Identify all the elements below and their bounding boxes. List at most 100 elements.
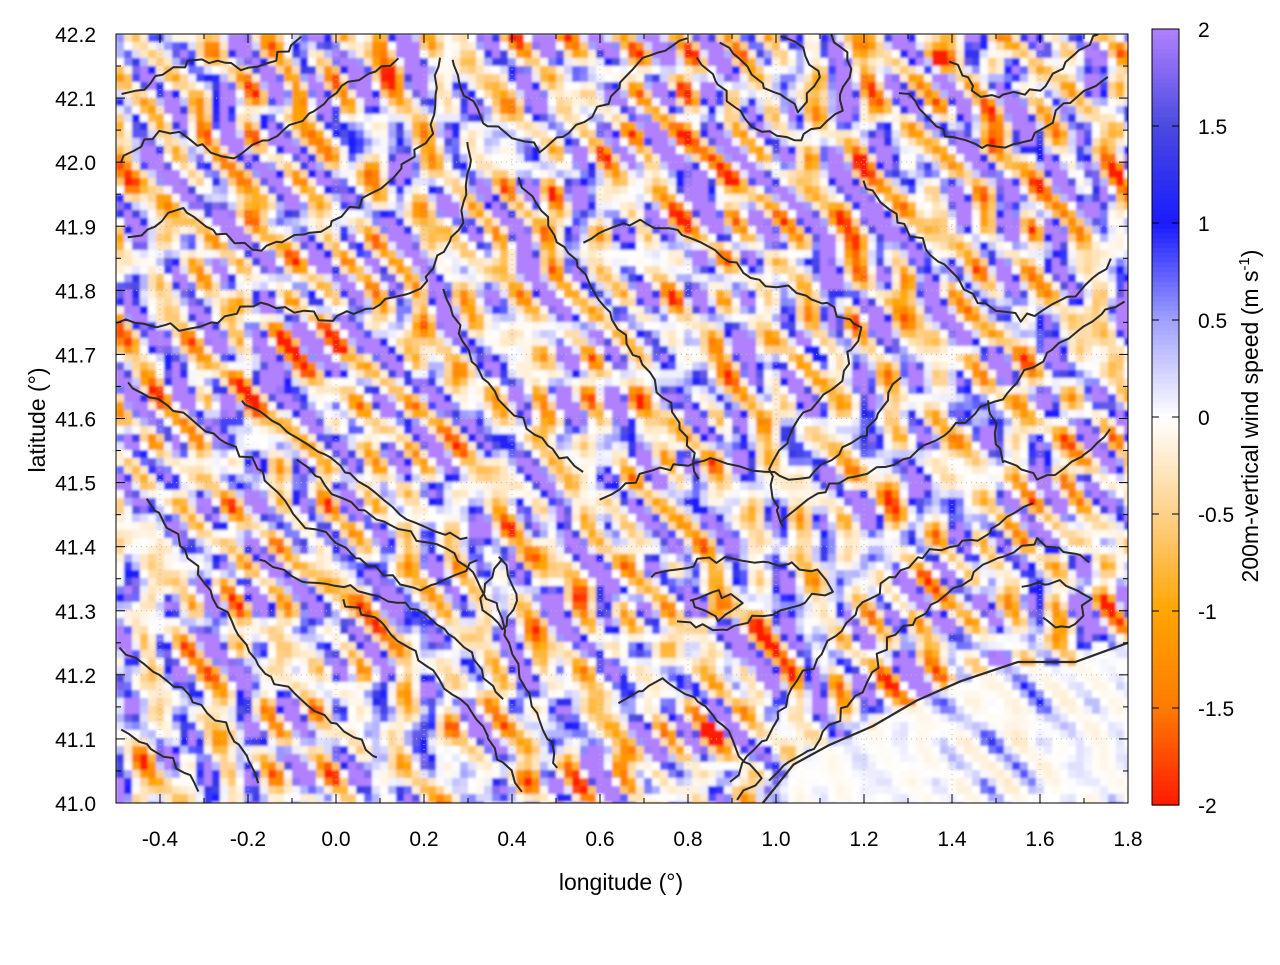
colorbar-swatch: [1152, 577, 1179, 583]
colorbar-swatch: [1152, 267, 1179, 273]
colorbar-swatch: [1152, 795, 1179, 801]
colorbar-swatch: [1152, 441, 1179, 447]
colorbar-swatch: [1152, 145, 1179, 151]
colorbar-swatch: [1152, 422, 1179, 428]
colorbar-swatch: [1152, 655, 1179, 661]
colorbar-swatch: [1152, 456, 1179, 462]
colorbar-swatch: [1152, 281, 1179, 287]
colorbar-swatch: [1152, 436, 1179, 442]
colorbar-swatch: [1152, 407, 1179, 413]
colorbar-swatch: [1152, 621, 1179, 627]
x-tick-label: 0.2: [409, 828, 438, 851]
colorbar-swatch: [1152, 208, 1179, 214]
colorbar-swatch: [1152, 369, 1179, 375]
colorbar-swatch: [1152, 524, 1179, 530]
colorbar-swatch: [1152, 238, 1179, 244]
colorbar-swatch: [1152, 92, 1179, 98]
x-axis-label: longitude (°): [559, 869, 683, 895]
colorbar-swatch: [1152, 674, 1179, 680]
y-tick-label: 41.6: [55, 409, 96, 432]
colorbar-swatch: [1152, 718, 1179, 724]
colorbar-swatch: [1152, 155, 1179, 161]
colorbar-swatch: [1152, 572, 1179, 578]
colorbar-swatch: [1152, 330, 1179, 336]
colorbar-swatch: [1152, 126, 1179, 132]
colorbar-swatch: [1152, 320, 1179, 326]
colorbar-swatch: [1152, 790, 1179, 796]
colorbar-swatch: [1152, 373, 1179, 379]
colorbar-swatch: [1152, 713, 1179, 719]
colorbar-tick-label: -0.5: [1198, 504, 1234, 527]
colorbar-swatch: [1152, 553, 1179, 559]
colorbar-swatch: [1152, 63, 1179, 69]
colorbar-swatch: [1152, 761, 1179, 767]
colorbar-swatch: [1152, 53, 1179, 59]
colorbar-swatch: [1152, 364, 1179, 370]
colorbar-swatch: [1152, 68, 1179, 74]
colorbar-swatch: [1152, 136, 1179, 142]
colorbar-swatch: [1152, 480, 1179, 486]
colorbar-swatch: [1152, 499, 1179, 505]
colorbar-swatch: [1152, 732, 1179, 738]
colorbar-swatch: [1152, 296, 1179, 302]
colorbar-swatch: [1152, 640, 1179, 646]
colorbar-swatch: [1152, 170, 1179, 176]
x-tick-label: 1.4: [937, 828, 967, 851]
colorbar-swatch: [1152, 495, 1179, 501]
colorbar-swatch: [1152, 727, 1179, 733]
colorbar-swatch: [1152, 344, 1179, 350]
x-tick-label: -0.2: [230, 828, 266, 851]
colorbar-swatch: [1152, 679, 1179, 685]
colorbar-swatch: [1152, 771, 1179, 777]
colorbar-swatch: [1152, 543, 1179, 549]
colorbar-swatch: [1152, 742, 1179, 748]
heatmap-field: [116, 34, 1133, 811]
colorbar-swatch: [1152, 698, 1179, 704]
colorbar-tick-label: 1.5: [1198, 116, 1227, 139]
colorbar-swatch: [1152, 78, 1179, 84]
colorbar-swatch: [1152, 58, 1179, 64]
colorbar-swatch: [1152, 184, 1179, 190]
colorbar-tick-label: 0: [1198, 407, 1210, 430]
colorbar-swatch: [1152, 635, 1179, 641]
heatmap-cells: [116, 34, 1133, 811]
colorbar-swatch: [1152, 630, 1179, 636]
colorbar-swatch: [1152, 194, 1179, 200]
y-tick-label: 41.3: [55, 601, 96, 624]
colorbar-swatch: [1152, 339, 1179, 345]
colorbar-tick-label: -2: [1198, 795, 1217, 818]
colorbar-swatch: [1152, 262, 1179, 268]
colorbar-swatch: [1152, 199, 1179, 205]
colorbar-swatch: [1152, 378, 1179, 384]
colorbar-swatch: [1152, 533, 1179, 539]
y-tick-label: 41.4: [55, 537, 96, 560]
colorbar-swatch: [1152, 470, 1179, 476]
x-tick-label: 0.4: [497, 828, 527, 851]
y-tick-label: 41.7: [55, 344, 96, 367]
colorbar-swatch: [1152, 286, 1179, 292]
colorbar-swatch: [1152, 504, 1179, 510]
colorbar-swatch: [1152, 737, 1179, 743]
colorbar-swatch: [1152, 747, 1179, 753]
colorbar-swatch: [1152, 39, 1179, 45]
y-tick-label: 42.0: [55, 152, 96, 175]
colorbar-swatch: [1152, 34, 1179, 40]
y-tick-label: 42.2: [55, 24, 96, 47]
colorbar-swatch: [1152, 592, 1179, 598]
colorbar-swatch: [1152, 660, 1179, 666]
colorbar-swatch: [1152, 29, 1179, 35]
colorbar-swatch: [1152, 529, 1179, 535]
colorbar-swatch: [1152, 276, 1179, 282]
colorbar-swatch: [1152, 582, 1179, 588]
colorbar-swatch: [1152, 650, 1179, 656]
colorbar-swatch: [1152, 247, 1179, 253]
colorbar-swatch: [1152, 383, 1179, 389]
colorbar-swatch: [1152, 451, 1179, 457]
colorbar-swatch: [1152, 325, 1179, 331]
colorbar-swatch: [1152, 587, 1179, 593]
y-tick-label: 41.9: [55, 216, 96, 239]
x-tick-label: 1.8: [1113, 828, 1142, 851]
colorbar-swatch: [1152, 175, 1179, 181]
